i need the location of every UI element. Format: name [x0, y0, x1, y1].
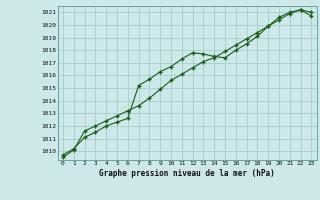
- X-axis label: Graphe pression niveau de la mer (hPa): Graphe pression niveau de la mer (hPa): [99, 169, 275, 178]
